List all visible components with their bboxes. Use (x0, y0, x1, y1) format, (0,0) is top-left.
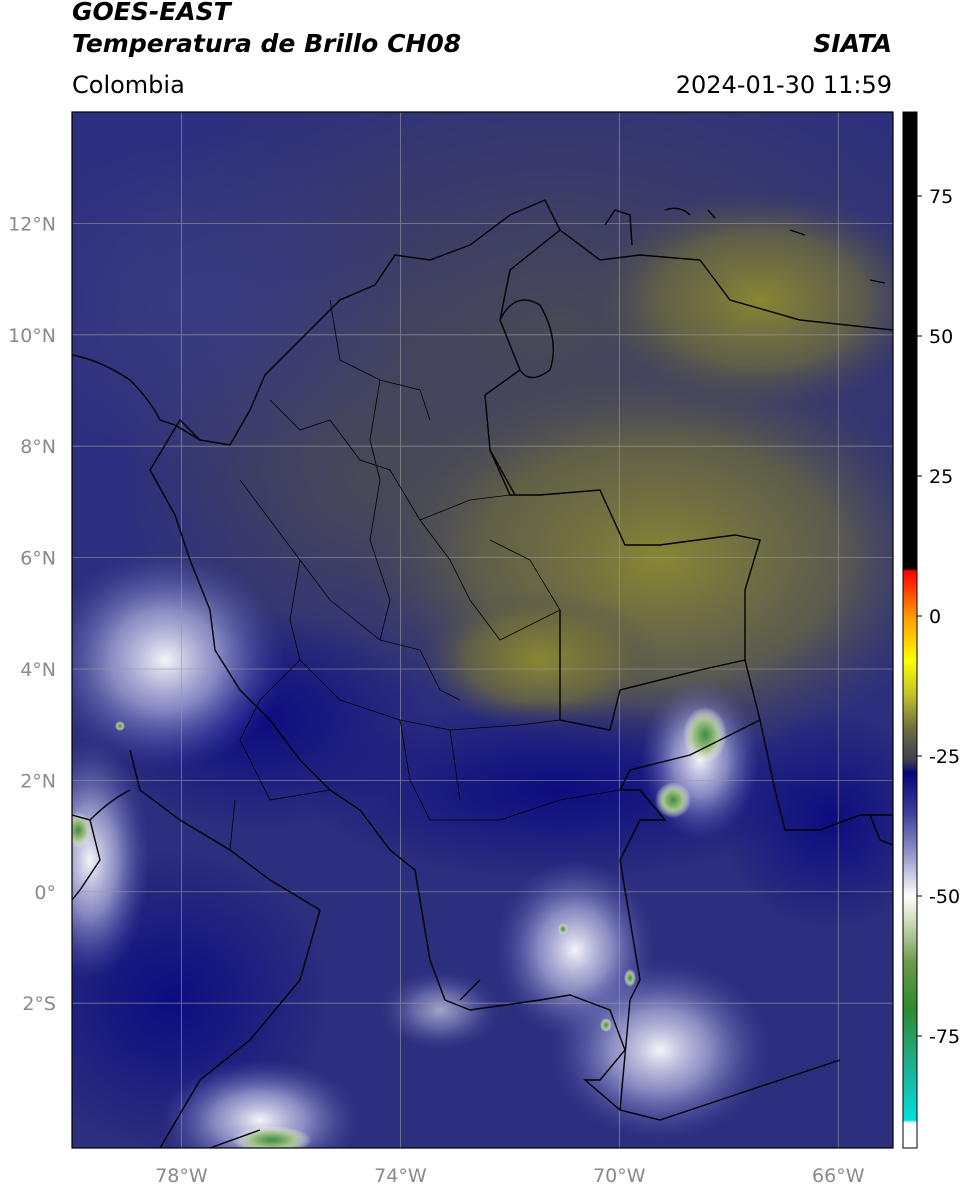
lat-tick-label: 12°N (8, 213, 56, 235)
department-borders (229, 299, 621, 851)
lat-tick-label: 2°S (22, 993, 56, 1015)
satellite-title: GOES-EAST (72, 0, 231, 26)
organization-label: SIATA (813, 29, 892, 58)
timestamp: 2024-01-30 11:59 (675, 71, 892, 99)
colorbar-tick-label: -75 (929, 1026, 960, 1048)
lat-tick-label: 2°N (20, 770, 56, 792)
lat-tick-label: 8°N (20, 436, 56, 458)
colorbar-tick-label: -25 (929, 746, 960, 768)
colorbar: 75 50 25 0 -25 -50 -75 (902, 111, 960, 1149)
colorbar-tick-label: -50 (929, 886, 960, 908)
colorbar-tick-label: 0 (929, 606, 941, 628)
country-borders (72, 199, 893, 1148)
lat-tick-label: 6°N (20, 548, 56, 570)
longitude-tick-labels: 78°W 74°W 70°W 66°W (155, 1165, 864, 1187)
lon-tick-label: 78°W (155, 1165, 208, 1187)
gridlines (72, 112, 893, 1148)
latitude-tick-labels: 12°N 10°N 8°N 6°N 4°N 2°N 0° 2°S (8, 213, 56, 1015)
colorbar-tick-label: 25 (929, 466, 953, 488)
lon-tick-label: 66°W (812, 1165, 865, 1187)
colorbar-tick-label: 50 (929, 326, 953, 348)
region-label: Colombia (72, 71, 185, 99)
lon-tick-label: 70°W (593, 1165, 646, 1187)
satellite-imagery (72, 112, 893, 1148)
product-title: Temperatura de Brillo CH08 (72, 29, 462, 58)
colorbar-tick-label: 75 (929, 186, 953, 208)
lat-tick-label: 0° (34, 882, 56, 904)
colorbar-ticks: 75 50 25 0 -25 -50 -75 (917, 186, 960, 1048)
lat-tick-label: 4°N (20, 659, 56, 681)
lon-tick-label: 74°W (374, 1165, 427, 1187)
lat-tick-label: 10°N (8, 325, 56, 347)
map-frame (71, 111, 894, 1149)
